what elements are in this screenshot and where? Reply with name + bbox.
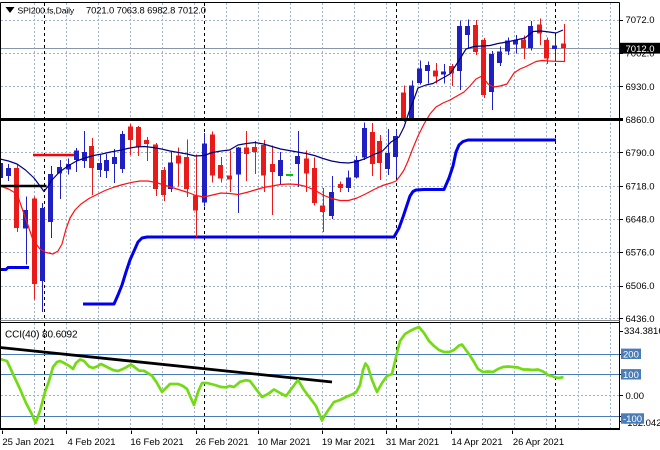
svg-text:7002.0: 7002.0 (626, 49, 655, 60)
svg-text:25 Jan 2021: 25 Jan 2021 (2, 437, 54, 448)
svg-text:26 Feb 2021: 26 Feb 2021 (195, 437, 248, 448)
svg-text:334.3816: 334.3816 (624, 326, 660, 337)
svg-text:6436.0: 6436.0 (626, 314, 655, 325)
svg-text:26 Apr 2021: 26 Apr 2021 (513, 437, 564, 448)
svg-text:7021.0 7063.8 6982.8 7012.0: 7021.0 7063.8 6982.8 7012.0 (86, 5, 206, 16)
svg-text:200: 200 (623, 349, 639, 360)
svg-text:31 Mar 2021: 31 Mar 2021 (386, 437, 439, 448)
svg-text:16 Feb 2021: 16 Feb 2021 (130, 437, 183, 448)
svg-text:CCI(40) 80.6092: CCI(40) 80.6092 (5, 330, 78, 341)
svg-text:7012.0: 7012.0 (626, 44, 655, 55)
svg-text:6576.0: 6576.0 (626, 248, 655, 259)
svg-text:6860.0: 6860.0 (626, 115, 655, 126)
svg-text:4 Feb 2021: 4 Feb 2021 (67, 437, 115, 448)
svg-text:6648.0: 6648.0 (626, 215, 655, 226)
svg-text:0.00: 0.00 (626, 391, 645, 402)
svg-text:-100: -100 (623, 414, 642, 425)
svg-text:10 Mar 2021: 10 Mar 2021 (257, 437, 310, 448)
svg-text:14 Apr 2021: 14 Apr 2021 (451, 437, 502, 448)
svg-text:100: 100 (623, 370, 639, 381)
svg-text:SPI200.fs,Daily: SPI200.fs,Daily (18, 6, 75, 16)
svg-text:19 Mar 2021: 19 Mar 2021 (322, 437, 375, 448)
svg-text:6506.0: 6506.0 (626, 281, 655, 292)
svg-text:6718.0: 6718.0 (626, 182, 655, 193)
svg-text:7072.0: 7072.0 (626, 15, 655, 26)
svg-text:6790.0: 6790.0 (626, 148, 655, 159)
svg-text:6930.0: 6930.0 (626, 82, 655, 93)
